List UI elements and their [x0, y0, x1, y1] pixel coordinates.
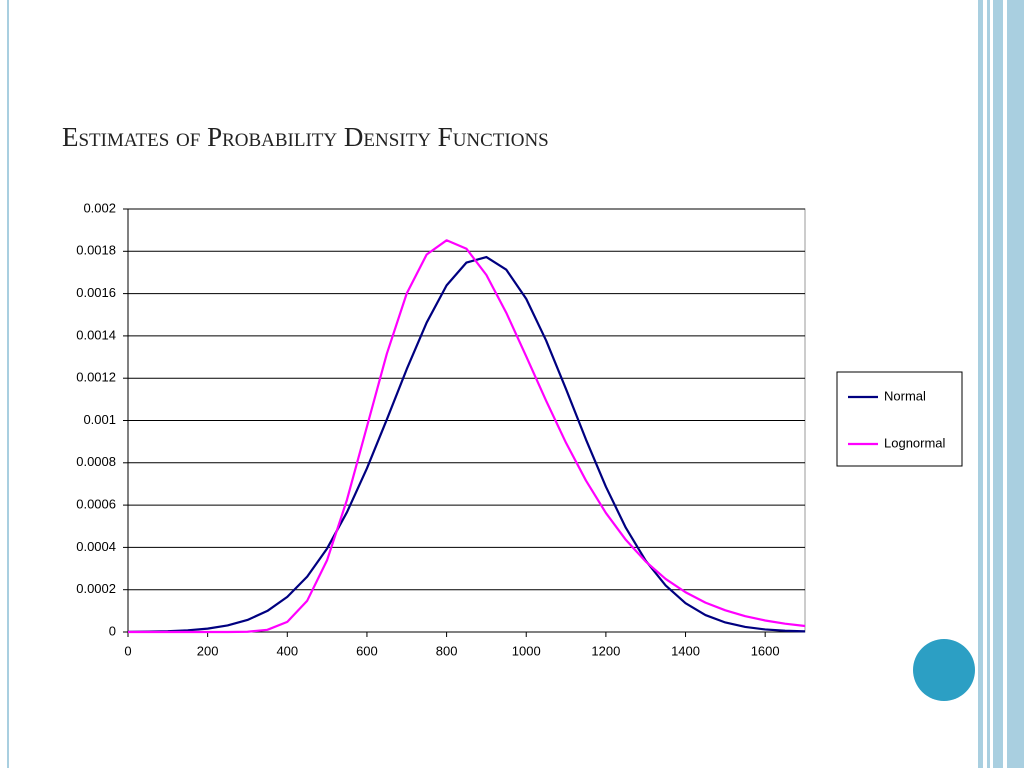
side-stripe	[1007, 0, 1024, 768]
y-tick-label: 0.0016	[76, 285, 116, 300]
y-tick-label: 0.0018	[76, 243, 116, 258]
legend: Normal Lognormal	[848, 388, 946, 450]
x-tick-label: 1000	[512, 643, 541, 658]
y-tick-label: 0.0004	[76, 539, 116, 554]
x-tick-label: 600	[356, 643, 378, 658]
x-tick-label: 1200	[591, 643, 620, 658]
y-tick-label: 0.0006	[76, 497, 116, 512]
chart-title: Estimates of Probability Density Functio…	[62, 122, 549, 152]
y-tick-label: 0.001	[83, 412, 116, 427]
y-tick-label: 0.0002	[76, 581, 116, 596]
decor-circle	[913, 639, 975, 701]
series-line	[127, 255, 806, 633]
lines	[127, 239, 806, 634]
x-tick-label: 200	[197, 643, 219, 658]
legend-label: Normal	[884, 388, 926, 403]
x-tick-label: 0	[124, 643, 131, 658]
y-tick-label: 0.002	[83, 200, 116, 215]
x-tick-label: 1600	[751, 643, 780, 658]
side-stripe	[993, 0, 1003, 768]
side-stripe	[978, 0, 983, 768]
y-tick-label: 0.0012	[76, 370, 116, 385]
x-tick-label: 1400	[671, 643, 700, 658]
x-tick-label: 800	[436, 643, 458, 658]
grid	[123, 208, 805, 637]
legend-box	[836, 371, 963, 467]
legend-label: Lognormal	[884, 435, 946, 450]
y-tick-label: 0.0008	[76, 454, 116, 469]
y-tick-label: 0	[109, 623, 116, 638]
x-tick-label: 400	[276, 643, 298, 658]
side-stripe	[987, 0, 990, 768]
y-tick-label: 0.0014	[76, 327, 116, 342]
series-line	[128, 239, 806, 634]
